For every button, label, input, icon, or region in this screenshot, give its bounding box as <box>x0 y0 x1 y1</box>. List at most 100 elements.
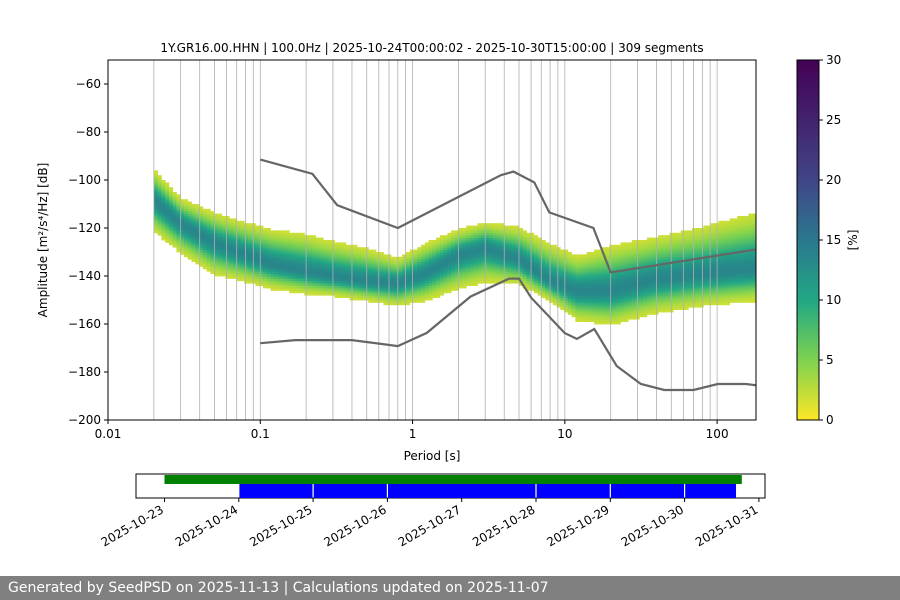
heatmap-cell <box>571 261 576 265</box>
heatmap-cell <box>503 280 509 284</box>
heatmap-cell <box>289 244 294 248</box>
heatmap-cell <box>210 268 215 272</box>
heatmap-cell <box>481 230 486 234</box>
heatmap-cell <box>278 240 283 243</box>
heatmap-cell <box>394 300 399 303</box>
heatmap-cell <box>688 266 693 270</box>
heatmap-cell <box>549 273 554 277</box>
heatmap-cell <box>183 208 189 212</box>
heatmap-cell <box>707 283 712 286</box>
heatmap-cell <box>311 268 317 272</box>
heatmap-cell <box>676 304 682 308</box>
heatmap-cell <box>458 266 463 270</box>
heatmap-cell <box>409 297 414 301</box>
heatmap-cell <box>541 247 546 250</box>
heatmap-cell <box>594 302 599 306</box>
heatmap-cell <box>752 225 756 229</box>
heatmap-cell <box>390 295 396 298</box>
heatmap-cell <box>703 288 708 291</box>
heatmap-cell <box>244 244 249 248</box>
heatmap-cell <box>342 268 347 272</box>
heatmap-cell <box>643 268 648 272</box>
heatmap-cell <box>560 266 565 270</box>
heatmap-cell <box>515 273 520 277</box>
heatmap-cell <box>676 268 682 272</box>
heatmap-cell <box>601 276 606 279</box>
heatmap-cell <box>368 295 373 298</box>
heatmap-cell <box>424 292 429 296</box>
heatmap-cell <box>631 242 636 246</box>
heatmap-cell <box>616 288 621 291</box>
heatmap-cell <box>507 273 512 277</box>
heatmap-cell <box>191 225 196 229</box>
heatmap-cell <box>311 242 317 246</box>
heatmap-cell <box>507 228 512 231</box>
heatmap-cell <box>733 237 738 241</box>
heatmap-cell <box>586 295 591 298</box>
heatmap-cell <box>522 268 527 272</box>
heatmap-cell <box>424 297 429 301</box>
heatmap-cell <box>488 249 493 253</box>
heatmap-cell <box>631 276 636 279</box>
heatmap-cell <box>650 304 655 308</box>
heatmap-cell <box>375 266 381 270</box>
heatmap-cell <box>172 206 177 210</box>
heatmap-cell <box>473 235 478 238</box>
heatmap-cell <box>733 254 738 258</box>
heatmap-cell <box>582 276 588 279</box>
heatmap-cell <box>368 273 373 277</box>
timeline-tick-label: 2025-10-26 <box>321 502 388 549</box>
heatmap-cell <box>342 244 347 248</box>
heatmap-cell <box>496 261 501 265</box>
heatmap-cell <box>443 244 448 248</box>
heatmap-cell <box>262 247 268 250</box>
heatmap-cell <box>251 223 256 226</box>
heatmap-cell <box>315 259 320 262</box>
heatmap-cell <box>360 264 365 267</box>
heatmap-cell <box>590 307 595 310</box>
heatmap-cell <box>443 280 448 284</box>
heatmap-cell <box>255 252 260 255</box>
heatmap-cell <box>402 266 407 270</box>
heatmap-cell <box>247 252 253 255</box>
heatmap-cell <box>311 283 317 286</box>
heatmap-cell <box>556 297 561 301</box>
heatmap-cell <box>714 261 719 265</box>
heatmap-cell <box>221 273 226 277</box>
heatmap-cell <box>567 280 572 284</box>
heatmap-cell <box>725 268 731 272</box>
heatmap-cell <box>620 249 625 253</box>
heatmap-cell <box>251 232 256 236</box>
heatmap-cell <box>168 206 174 210</box>
heatmap-cell <box>500 228 505 231</box>
heatmap-cell <box>436 254 441 258</box>
heatmap-cell <box>394 266 399 270</box>
heatmap-cell <box>639 312 644 315</box>
heatmap-cell <box>643 283 648 286</box>
heatmap-cell <box>421 271 426 274</box>
heatmap-cell <box>692 232 697 236</box>
heatmap-cell <box>718 242 723 246</box>
heatmap-cell <box>552 247 557 250</box>
heatmap-cell <box>575 268 580 272</box>
heatmap-cell <box>165 237 170 241</box>
heatmap-cell <box>323 278 328 282</box>
heatmap-cell <box>733 232 738 236</box>
heatmap-cell <box>255 271 260 274</box>
heatmap-cell <box>718 230 723 234</box>
heatmap-cell <box>658 304 663 308</box>
heatmap-cell <box>345 271 350 274</box>
heatmap-cell <box>255 283 260 286</box>
heatmap-cell <box>413 256 418 260</box>
heatmap-cell <box>661 295 667 298</box>
heatmap-cell <box>552 283 557 286</box>
heatmap-cell <box>733 230 738 234</box>
heatmap-cell <box>552 254 557 258</box>
heatmap-cell <box>270 280 275 284</box>
heatmap-cell <box>612 285 618 289</box>
heatmap-cell <box>537 285 542 289</box>
heatmap-cell <box>266 268 271 272</box>
heatmap-cell <box>402 254 407 258</box>
heatmap-cell <box>221 244 226 248</box>
heatmap-cell <box>740 268 746 272</box>
